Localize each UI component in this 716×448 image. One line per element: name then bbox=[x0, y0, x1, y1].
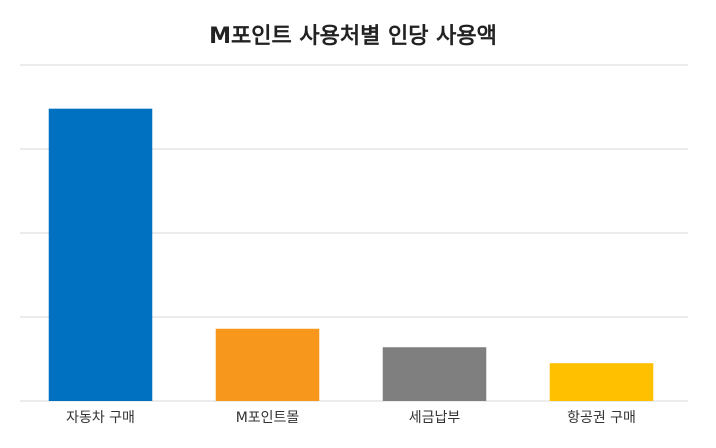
chart-title: M포인트 사용처별 인당 사용액 bbox=[209, 24, 497, 49]
bar bbox=[382, 347, 487, 401]
bar bbox=[48, 108, 153, 402]
x-tick-label: M포인트몰 bbox=[236, 410, 300, 426]
x-tick-label: 세금납부 bbox=[409, 410, 461, 426]
x-tick-label: 항공권 구매 bbox=[567, 410, 636, 426]
bar bbox=[549, 363, 654, 401]
bar bbox=[215, 328, 320, 401]
x-tick-label: 자동차 구매 bbox=[66, 410, 135, 426]
